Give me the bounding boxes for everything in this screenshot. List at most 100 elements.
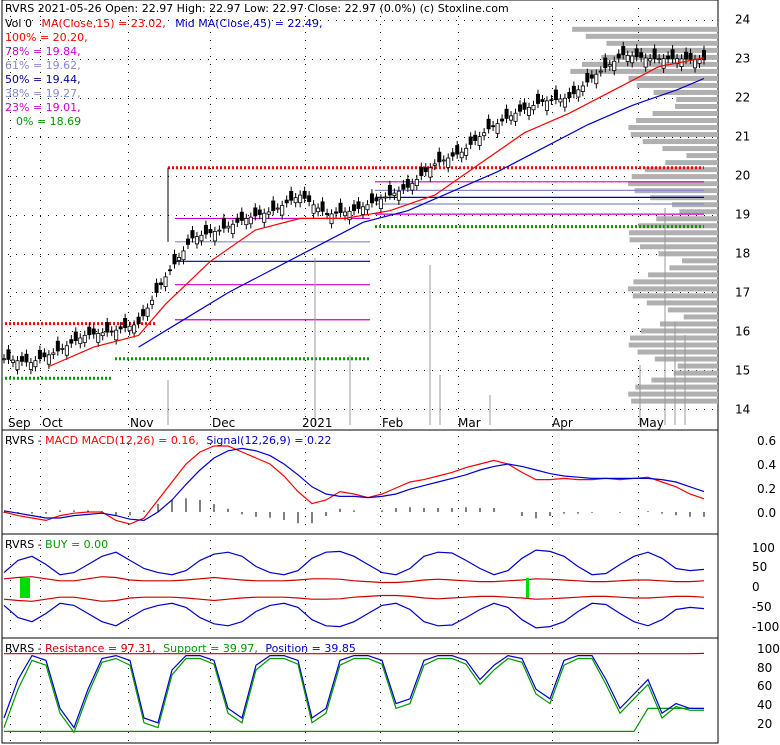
grid-dot [152, 20, 153, 21]
grid-dot [305, 596, 306, 597]
candle-body [127, 325, 132, 332]
candle-body [334, 211, 339, 214]
grid-dot [380, 436, 381, 437]
grid-dot [384, 292, 385, 293]
grid-dot [592, 59, 593, 60]
grid-dot [10, 436, 11, 437]
grid-dot [352, 98, 353, 99]
grid-dot [128, 144, 129, 145]
grid-dot [264, 254, 265, 255]
grid-dot [496, 292, 497, 293]
grid-dot [56, 137, 57, 138]
grid-dot [440, 20, 441, 21]
grid-dot [648, 409, 649, 410]
grid-dot [128, 370, 129, 371]
grid-dot [458, 540, 459, 541]
grid-dot [305, 208, 306, 209]
grid-dot [210, 32, 211, 33]
candle-body [109, 330, 114, 333]
grid-dot [144, 215, 145, 216]
grid-dot [48, 20, 49, 21]
volume-profile-bar [658, 251, 718, 257]
grid-dot [320, 20, 321, 21]
grid-dot [120, 215, 121, 216]
grid-dot [552, 56, 553, 57]
buy-tick-label: -100 [752, 620, 779, 634]
grid-dot [552, 48, 553, 49]
grid-dot [368, 59, 369, 60]
grid-dot [458, 628, 459, 629]
grid-dot [40, 288, 41, 289]
grid-dot [488, 331, 489, 332]
grid-dot [104, 59, 105, 60]
grid-dot [472, 331, 473, 332]
candle-body [383, 196, 388, 199]
grid-dot [305, 136, 306, 137]
grid-dot [458, 88, 459, 89]
grid-dot [136, 176, 137, 177]
volume-profile-bar [636, 82, 718, 88]
ma45-line [138, 77, 705, 348]
candle-body [571, 85, 576, 95]
grid-dot [552, 596, 553, 597]
grid-dot [305, 460, 306, 461]
candle-body [549, 99, 554, 102]
grid-dot [464, 176, 465, 177]
grid-dot [184, 331, 185, 332]
volume-profile-bar [652, 111, 718, 117]
grid-dot [458, 24, 459, 25]
candle-body [387, 184, 392, 196]
grid-dot [104, 331, 105, 332]
grid-dot [638, 476, 639, 477]
grid-dot [400, 409, 401, 410]
grid-dot [304, 370, 305, 371]
grid-dot [128, 16, 129, 17]
grid-dot [10, 392, 11, 393]
grid-dot [638, 628, 639, 629]
grid-dot [8, 370, 9, 371]
grid-dot [210, 200, 211, 201]
grid-dot [638, 524, 639, 525]
month-label: Sep [8, 416, 31, 430]
grid-dot [10, 444, 11, 445]
grid-dot [128, 500, 129, 501]
grid-dot [552, 604, 553, 605]
grid-dot [552, 708, 553, 709]
grid-dot [448, 215, 449, 216]
grid-dot [256, 20, 257, 21]
grid-dot [400, 370, 401, 371]
grid-dot [210, 684, 211, 685]
grid-dot [112, 59, 113, 60]
grid-dot [344, 331, 345, 332]
candle-body [562, 97, 567, 108]
grid-dot [458, 280, 459, 281]
price-tick-label: 22 [735, 91, 750, 105]
grid-dot [552, 112, 553, 113]
grid-dot [458, 548, 459, 549]
grid-dot [144, 409, 145, 410]
grid-dot [448, 409, 449, 410]
grid-dot [40, 508, 41, 509]
grid-dot [392, 254, 393, 255]
grid-dot [40, 408, 41, 409]
grid-dot [280, 254, 281, 255]
grid-dot [264, 292, 265, 293]
grid-dot [304, 409, 305, 410]
grid-dot [380, 240, 381, 241]
grid-dot [380, 508, 381, 509]
grid-dot [464, 292, 465, 293]
candle-body [365, 204, 370, 211]
grid-dot [632, 98, 633, 99]
volume-profile-bar [656, 216, 718, 222]
grid-dot [560, 370, 561, 371]
grid-dot [458, 652, 459, 653]
grid-dot [344, 98, 345, 99]
grid-dot [232, 254, 233, 255]
grid-dot [552, 628, 553, 629]
grid-dot [536, 20, 537, 21]
grid-dot [544, 98, 545, 99]
candle-body [262, 212, 267, 223]
grid-dot [638, 548, 639, 549]
grid-dot [210, 344, 211, 345]
chart-title: RVRS 2021-05-26 Open: 22.97 High: 22.97 … [5, 2, 509, 15]
